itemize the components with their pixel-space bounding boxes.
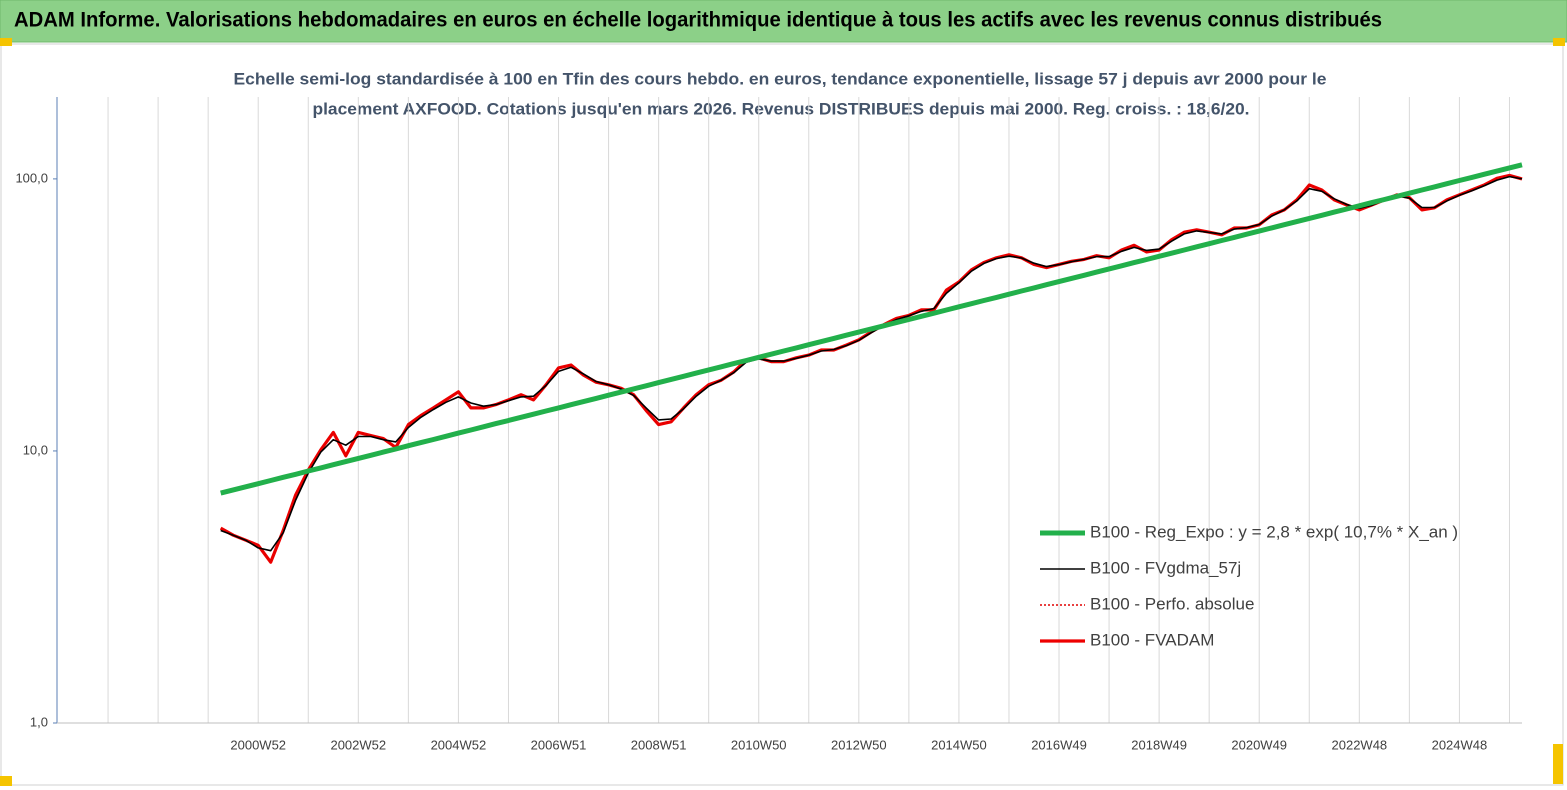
corner bbox=[1553, 744, 1563, 784]
x-tick-label: 2016W49 bbox=[1031, 737, 1087, 752]
x-tick-label: 2022W48 bbox=[1332, 737, 1388, 752]
corner bbox=[0, 38, 12, 46]
header-bar bbox=[0, 0, 1567, 43]
series-line bbox=[220, 162, 1523, 496]
chart-frame bbox=[0, 43, 1564, 786]
x-tick-label: 2020W49 bbox=[1231, 737, 1287, 752]
x-tick-label: 2004W52 bbox=[431, 737, 487, 752]
x-tick-label: 2018W49 bbox=[1131, 737, 1187, 752]
x-tick-label: 2006W51 bbox=[531, 737, 587, 752]
series-line bbox=[220, 174, 1523, 563]
x-tick-label: 2024W48 bbox=[1432, 737, 1488, 752]
x-tick-label: 2014W50 bbox=[931, 737, 987, 752]
x-tick-label: 2010W50 bbox=[731, 737, 787, 752]
y-tick-label: 10,0 bbox=[23, 442, 48, 457]
legend-label: B100 - Perfo. absolue bbox=[1090, 594, 1254, 613]
x-tick-label: 2000W52 bbox=[230, 737, 286, 752]
x-tick-label: 2012W50 bbox=[831, 737, 887, 752]
legend-label: B100 - FVgdma_57j bbox=[1090, 558, 1241, 577]
chart-subtitle: placement AXFOOD. Cotations jusqu'en mar… bbox=[313, 99, 1250, 118]
legend-label: B100 - Reg_Expo : y = 2,8 * exp( 10,7% *… bbox=[1090, 522, 1458, 541]
x-tick-label: 2002W52 bbox=[330, 737, 386, 752]
chart-subtitle: Echelle semi-log standardisée à 100 en T… bbox=[234, 69, 1327, 88]
legend-label: B100 - FVADAM bbox=[1090, 630, 1214, 649]
chart-title: ADAM Informe. Valorisations hebdomadaire… bbox=[14, 9, 1382, 32]
series-line bbox=[220, 175, 1523, 552]
x-tick-label: 2008W51 bbox=[631, 737, 687, 752]
y-tick-label: 100,0 bbox=[15, 170, 48, 185]
corner bbox=[0, 776, 12, 786]
corner bbox=[1553, 38, 1565, 46]
y-tick-label: 1,0 bbox=[30, 714, 48, 729]
